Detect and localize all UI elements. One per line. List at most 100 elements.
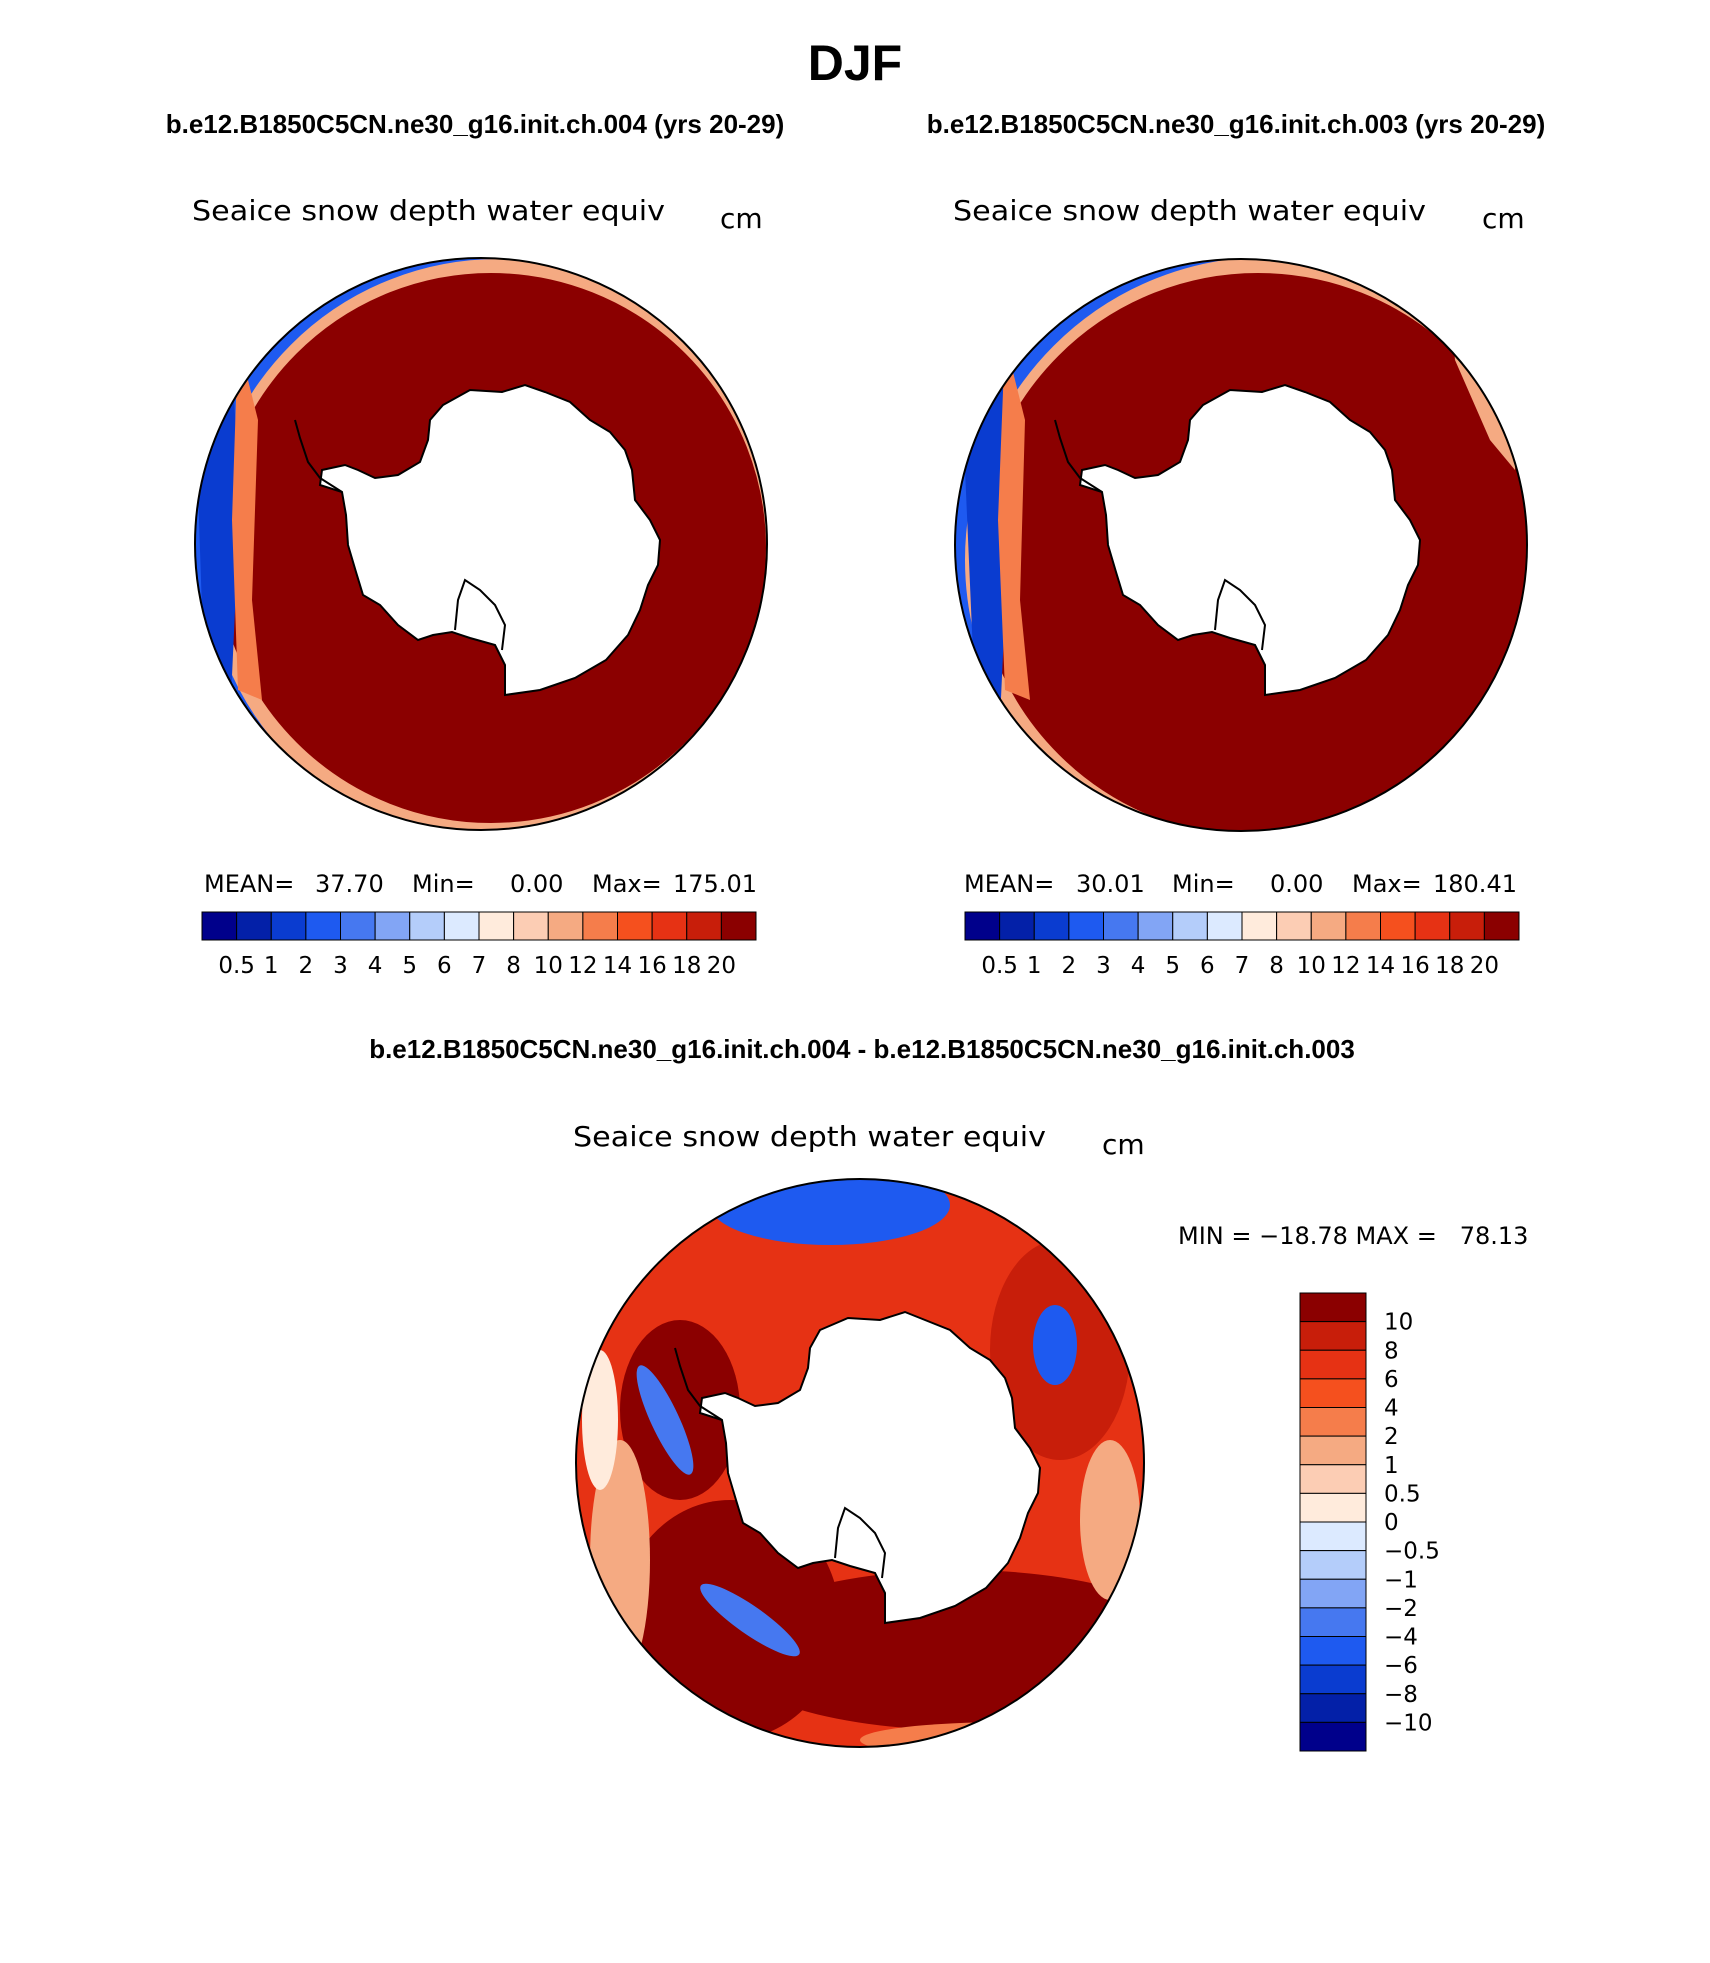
season-title: DJF <box>808 35 902 91</box>
left-antarctica <box>318 383 662 697</box>
left-colorbar-label-6: 6 <box>437 953 452 979</box>
diff-colorbar-swatch-15 <box>1299 1721 1367 1752</box>
left-var-title: Seaice snow depth water equiv <box>192 194 665 227</box>
right-colorbar-swatch-4 <box>1103 911 1139 941</box>
diff-minmax: MIN = −18.78 MAX = 78.13 <box>1178 1222 1528 1250</box>
left-colorbar-label-8: 8 <box>506 953 521 979</box>
right-colorbar-swatch-2 <box>1033 911 1070 941</box>
left-colorbar-swatch-11 <box>582 911 618 941</box>
left-colorbar-label-3: 3 <box>333 953 348 979</box>
right-colorbar-label-5: 5 <box>1165 953 1180 979</box>
left-colorbar-label-2: 2 <box>299 953 314 979</box>
left-panel: Seaice snow depth water equiv cm MEAN= 3… <box>192 194 768 979</box>
right-panel: Seaice snow depth water equiv cm MEAN= 3… <box>953 194 1528 979</box>
right-colorbar-label-10: 12 <box>1331 953 1360 979</box>
right-colorbar-label-8: 8 <box>1269 953 1284 979</box>
right-colorbar-swatch-0 <box>964 911 1001 941</box>
left-case-label: b.e12.B1850C5CN.ne30_g16.init.ch.004 (yr… <box>166 109 785 139</box>
diff-map <box>576 1179 1144 1747</box>
right-map-boundary <box>954 258 1528 832</box>
right-edge-west-orange <box>998 340 1030 700</box>
diff-colorbar-label-8: −0.5 <box>1384 1539 1440 1565</box>
left-colorbar-swatch-8 <box>478 911 515 941</box>
left-colorbar-label-14: 20 <box>707 953 736 979</box>
left-colorbar-swatch-2 <box>270 911 307 941</box>
left-edge-west-orange <box>232 340 262 700</box>
right-peninsula <box>1054 419 1103 493</box>
left-colorbar-labels: 0.5 1 2 3 4 5 6 7 8 10 12 14 16 18 20 <box>218 953 736 979</box>
left-colorbar-swatch-4 <box>340 911 376 941</box>
diff-colorbar-swatch-10 <box>1299 1578 1367 1609</box>
right-min-value: 0.00 <box>1270 870 1323 898</box>
diff-colorbar-label-9: −1 <box>1384 1567 1418 1593</box>
diff-colorbar-swatch-2 <box>1299 1349 1367 1380</box>
right-colorbar-swatch-14 <box>1449 911 1485 941</box>
diff-colorbar-label-13: −8 <box>1384 1682 1418 1708</box>
right-colorbar-swatch-9 <box>1276 911 1312 941</box>
right-colorbar-label-7: 7 <box>1235 953 1250 979</box>
right-colorbar-swatch-10 <box>1310 911 1347 941</box>
diff-antarctica <box>698 1310 1042 1625</box>
diff-colorbar-swatch-7 <box>1299 1492 1367 1523</box>
diff-colorbar-label-7: 0 <box>1384 1510 1399 1536</box>
diff-region-orange-1 <box>860 1722 1144 1747</box>
left-colorbar-label-13: 18 <box>672 953 701 979</box>
right-colorbar-label-3: 3 <box>1096 953 1111 979</box>
right-colorbar-swatch-1 <box>999 911 1035 941</box>
right-map <box>955 259 1527 831</box>
left-min-value: 0.00 <box>510 870 563 898</box>
diff-region-darkred-4 <box>620 1320 740 1500</box>
diff-colorbar-labels: 108 6 42 10.5 0 −0.5−1 −2 −4−6 −8−10 <box>1384 1310 1440 1737</box>
diff-colorbar-label-11: −4 <box>1384 1625 1418 1651</box>
diff-colorbar-swatch-9 <box>1299 1550 1367 1580</box>
diff-var-title: Seaice snow depth water equiv <box>573 1120 1046 1153</box>
right-colorbar-label-2: 2 <box>1062 953 1077 979</box>
left-colorbar-swatch-9 <box>513 911 549 941</box>
diff-units: cm <box>1102 1128 1145 1161</box>
right-min-label: Min= <box>1172 870 1235 898</box>
diff-region-blue-ne <box>1033 1305 1077 1385</box>
left-colorbar-swatch-6 <box>409 911 445 941</box>
left-colorbar-label-12: 16 <box>637 953 666 979</box>
left-colorbar-swatch-12 <box>617 911 653 941</box>
right-colorbar-label-9: 10 <box>1297 953 1326 979</box>
diff-colorbar-label-4: 2 <box>1384 1424 1399 1450</box>
diff-colorbar-swatch-5 <box>1299 1435 1367 1466</box>
left-max-value: 175.01 <box>673 870 757 898</box>
right-colorbar-swatch-15 <box>1483 911 1520 941</box>
right-colorbar <box>964 911 1520 941</box>
left-ross-ice <box>454 578 507 651</box>
right-colorbar-label-0: 0.5 <box>981 953 1018 979</box>
right-colorbar-label-4: 4 <box>1131 953 1146 979</box>
right-max-value: 180.41 <box>1433 870 1517 898</box>
left-colorbar-label-10: 12 <box>568 953 597 979</box>
right-max-label: Max= <box>1352 870 1422 898</box>
left-map <box>195 258 767 830</box>
diff-colorbar-swatch-1 <box>1299 1321 1367 1351</box>
right-mean-value: 30.01 <box>1076 870 1145 898</box>
diff-panel: b.e12.B1850C5CN.ne30_g16.init.ch.004 - b… <box>369 1034 1528 1752</box>
diff-colorbar-label-10: −2 <box>1384 1596 1418 1622</box>
right-colorbar-swatch-12 <box>1380 911 1416 941</box>
diff-colorbar-swatch-12 <box>1299 1636 1367 1666</box>
diff-region-blue-west <box>636 1365 694 1475</box>
left-colorbar-swatch-14 <box>686 911 722 941</box>
left-colorbar-swatch-15 <box>720 911 757 941</box>
left-colorbar-label-11: 14 <box>603 953 632 979</box>
diff-colorbar-swatch-8 <box>1299 1521 1367 1552</box>
diff-region-pale-west <box>582 1350 618 1490</box>
diff-colorbar-swatch-4 <box>1299 1407 1367 1437</box>
left-colorbar-label-0: 0.5 <box>218 953 255 979</box>
diff-colorbar-swatch-13 <box>1299 1664 1367 1695</box>
right-colorbar-label-13: 18 <box>1435 953 1464 979</box>
diff-colorbar-label-2: 6 <box>1384 1367 1399 1393</box>
left-mean-value: 37.70 <box>315 870 384 898</box>
left-peninsula <box>294 419 343 493</box>
left-min-label: Min= <box>412 870 475 898</box>
diff-colorbar-label-1: 8 <box>1384 1338 1399 1364</box>
right-mean-label: MEAN= <box>964 870 1054 898</box>
left-colorbar-swatch-7 <box>443 911 480 941</box>
diff-colorbar-label-6: 0.5 <box>1384 1481 1421 1507</box>
diff-colorbar-label-3: 4 <box>1384 1396 1399 1422</box>
diff-colorbar <box>1299 1292 1367 1752</box>
